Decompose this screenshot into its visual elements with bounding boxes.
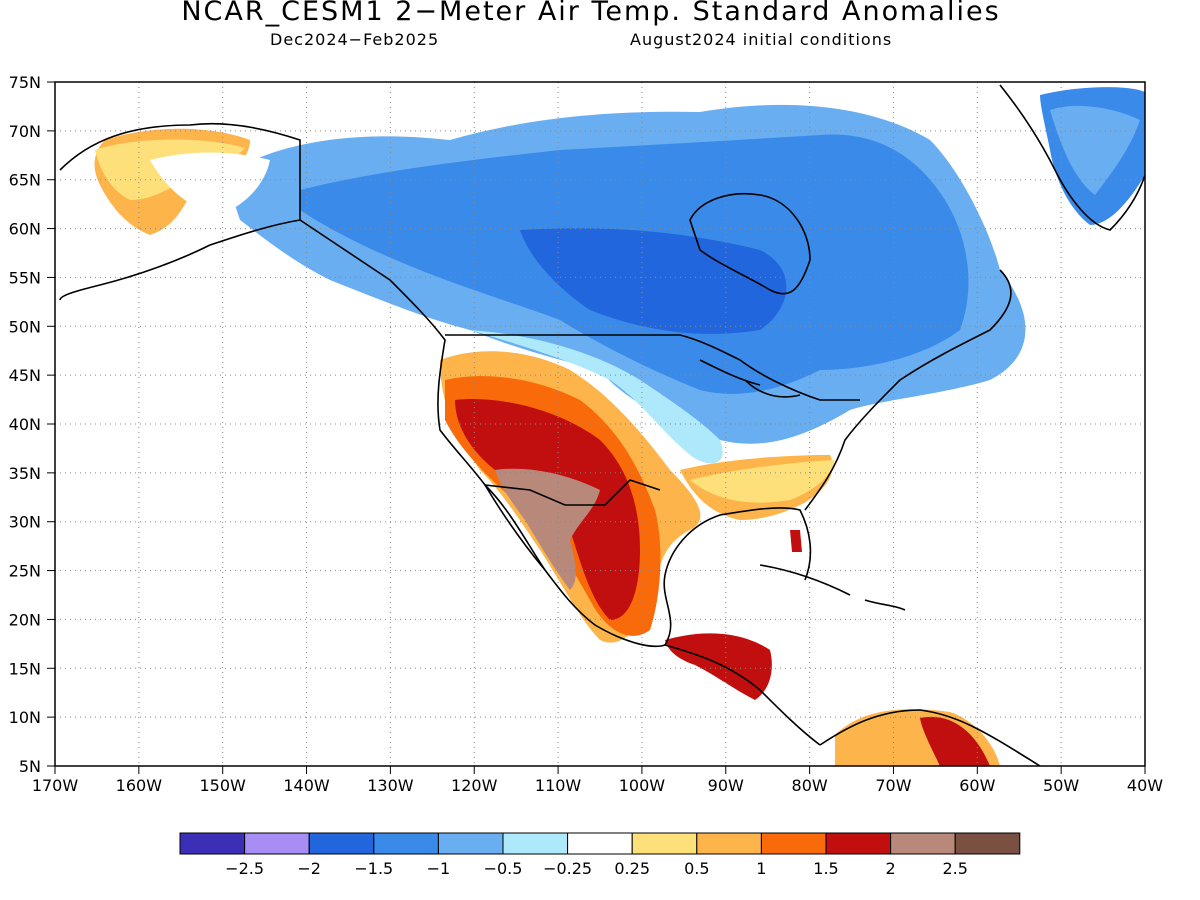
southwest-red — [455, 399, 640, 620]
lat-tick-label: 50N — [9, 317, 41, 336]
lon-tick-label: 80W — [792, 776, 828, 795]
lon-tick-label: 140W — [283, 776, 330, 795]
graticule — [55, 82, 1145, 766]
central-america-warm — [665, 633, 772, 700]
colorbar-label: 1.5 — [813, 859, 838, 878]
central-america-coast — [664, 644, 821, 746]
lat-tick-label: 5N — [19, 757, 41, 776]
lon-tick-label: 40W — [1127, 776, 1163, 795]
initial-conditions: August2024 initial conditions — [630, 30, 893, 49]
colorbar: −2.5 −2 −1.5 −1 −0.5 −0.25 0.25 0.5 1 1.5 2 2.5 — [179, 832, 1021, 878]
latitude-labels: 75N 70N 65N 60N 55N 50N 45N 40N 35N 30N 25N 20N 15N 1… — [9, 73, 55, 776]
forecast-period: Dec2024−Feb2025 — [270, 30, 440, 49]
colorbar-label: 1 — [756, 859, 766, 878]
hispaniola — [864, 599, 906, 611]
lat-tick-label: 25N — [9, 562, 41, 581]
mexico-brown — [495, 468, 600, 590]
lat-tick-label: 75N — [9, 73, 41, 92]
plains-cool-transition — [470, 330, 723, 464]
hudson-bay — [689, 192, 811, 295]
anomaly-field — [94, 87, 1145, 766]
lon-tick-label: 70W — [875, 776, 911, 795]
colorbar-swatch — [502, 832, 569, 855]
colorbar-label: −2 — [297, 859, 321, 878]
lat-tick-label: 30N — [9, 513, 41, 532]
lon-tick-label: 100W — [619, 776, 666, 795]
florida-red — [790, 530, 802, 552]
lon-tick-label: 160W — [116, 776, 163, 795]
colorbar-label: −0.25 — [543, 859, 592, 878]
colorbar-swatch — [373, 832, 439, 855]
great-lakes — [699, 359, 801, 398]
gulf-coast — [663, 507, 812, 646]
canada-strong-cold — [520, 228, 787, 334]
lat-tick-label: 55N — [9, 268, 41, 287]
south-america-red — [920, 716, 990, 766]
colorbar-swatch — [437, 832, 504, 855]
colorbar-swatch — [825, 832, 892, 855]
colorbar-swatch — [308, 832, 375, 855]
alaska-coast — [59, 122, 301, 301]
lat-tick-label: 70N — [9, 122, 41, 141]
lon-tick-label: 120W — [451, 776, 498, 795]
colorbar-label: −1 — [427, 859, 451, 878]
colorbar-label: −1.5 — [354, 859, 393, 878]
lat-tick-label: 20N — [9, 610, 41, 629]
colorbar-swatch — [760, 832, 827, 855]
lon-tick-label: 170W — [32, 776, 79, 795]
us-canada-border — [445, 334, 860, 401]
greenland-light-cold — [1050, 105, 1140, 195]
caribbean-south-america — [819, 709, 1041, 766]
lat-tick-label: 15N — [9, 659, 41, 678]
colorbar-label: 0.5 — [684, 859, 709, 878]
colorbar-swatch — [696, 832, 762, 855]
longitude-labels: 170W 160W 150W 140W 130W 120W 110W 100W 90W 80W 70… — [32, 766, 1163, 795]
colorbar-swatch — [244, 832, 310, 855]
east-coast — [804, 269, 1012, 511]
colorbar-swatch — [567, 832, 633, 855]
lon-tick-label: 150W — [200, 776, 247, 795]
colorbar-label: 0.25 — [614, 859, 650, 878]
colorbar-swatch — [890, 832, 956, 855]
map-title: NCAR_CESM1 2−Meter Air Temp. Standard An… — [181, 0, 1001, 27]
colorbar-swatch — [631, 832, 698, 855]
lat-tick-label: 65N — [9, 171, 41, 190]
cuba — [759, 564, 851, 596]
colorbar-swatch — [179, 832, 246, 855]
colorbar-label: −2.5 — [225, 859, 264, 878]
west-coast — [299, 219, 666, 648]
lat-tick-label: 45N — [9, 366, 41, 385]
lon-tick-label: 90W — [708, 776, 744, 795]
lat-tick-label: 10N — [9, 708, 41, 727]
greenland-coast — [999, 84, 1145, 231]
lon-tick-label: 130W — [367, 776, 414, 795]
lon-tick-label: 50W — [1043, 776, 1079, 795]
colorbar-label: −0.5 — [484, 859, 523, 878]
alaska-white — [150, 152, 270, 215]
coastlines — [59, 84, 1145, 766]
lat-tick-label: 40N — [9, 415, 41, 434]
southeast-us-light — [690, 460, 835, 503]
colorbar-label: 2.5 — [942, 859, 967, 878]
lat-tick-label: 60N — [9, 220, 41, 239]
lat-tick-label: 35N — [9, 464, 41, 483]
baja-california — [484, 484, 546, 571]
colorbar-label: 2 — [886, 859, 896, 878]
us-mexico-border — [484, 479, 661, 506]
lon-tick-label: 60W — [959, 776, 995, 795]
lon-tick-label: 110W — [535, 776, 582, 795]
colorbar-swatch — [954, 832, 1021, 855]
